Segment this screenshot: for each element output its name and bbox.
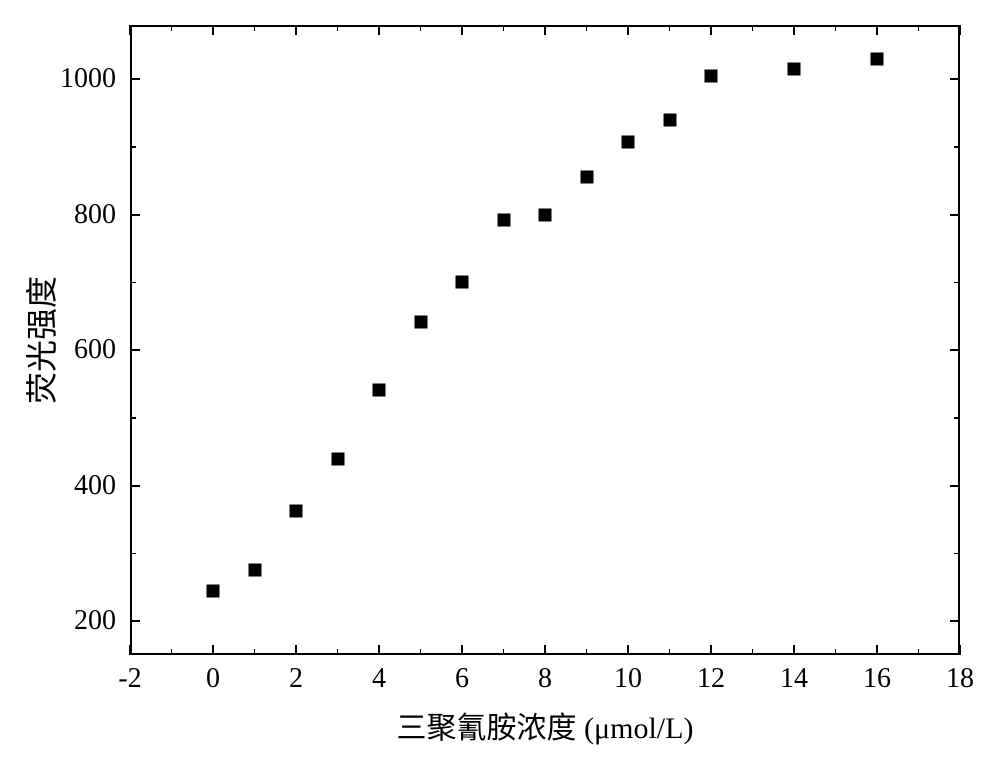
x-tick-label: -2 (118, 663, 141, 695)
tick-minor (586, 25, 588, 31)
tick-major (295, 645, 297, 655)
tick-major (959, 645, 961, 655)
tick-major (130, 214, 140, 216)
tick-minor (503, 25, 505, 31)
data-point (871, 52, 884, 65)
tick-major (544, 25, 546, 35)
data-point (663, 113, 676, 126)
tick-major (950, 349, 960, 351)
tick-minor (954, 417, 960, 419)
tick-major (876, 25, 878, 35)
data-point (290, 505, 303, 518)
tick-minor (171, 649, 173, 655)
tick-major (130, 620, 140, 622)
tick-minor (130, 146, 136, 148)
x-axis-title: 三聚氰胺浓度 (μmol/L) (397, 703, 694, 747)
tick-major (793, 25, 795, 35)
x-tick-label: 12 (697, 663, 725, 695)
tick-minor (954, 146, 960, 148)
tick-major (212, 645, 214, 655)
tick-minor (503, 649, 505, 655)
tick-minor (669, 25, 671, 31)
data-point (373, 384, 386, 397)
tick-minor (954, 282, 960, 284)
tick-major (627, 645, 629, 655)
data-point (580, 171, 593, 184)
axis-frame-line (958, 25, 960, 655)
y-tick-label: 400 (74, 470, 116, 502)
tick-major (130, 485, 140, 487)
x-tick-label: 0 (206, 663, 220, 695)
y-axis-title: 荧光强度 (17, 276, 63, 404)
tick-minor (337, 25, 339, 31)
tick-minor (254, 25, 256, 31)
x-tick-label: 10 (614, 663, 642, 695)
tick-major (461, 25, 463, 35)
y-tick-label: 600 (74, 334, 116, 366)
tick-minor (918, 649, 920, 655)
x-tick-label: 18 (946, 663, 974, 695)
tick-minor (752, 649, 754, 655)
axis-frame-line (130, 25, 132, 655)
tick-major (378, 645, 380, 655)
tick-major (378, 25, 380, 35)
tick-major (212, 25, 214, 35)
tick-major (950, 485, 960, 487)
data-point (788, 63, 801, 76)
data-point (248, 564, 261, 577)
tick-major (950, 620, 960, 622)
tick-minor (420, 649, 422, 655)
data-point (497, 214, 510, 227)
tick-minor (586, 649, 588, 655)
tick-minor (130, 553, 136, 555)
tick-major (710, 25, 712, 35)
tick-major (130, 78, 140, 80)
data-point (331, 452, 344, 465)
tick-major (959, 25, 961, 35)
y-tick-label: 800 (74, 199, 116, 231)
tick-minor (254, 649, 256, 655)
tick-minor (130, 417, 136, 419)
data-point (622, 135, 635, 148)
tick-major (950, 214, 960, 216)
x-tick-label: 6 (455, 663, 469, 695)
data-point (456, 276, 469, 289)
tick-major (710, 645, 712, 655)
tick-major (461, 645, 463, 655)
tick-major (295, 25, 297, 35)
tick-minor (954, 553, 960, 555)
tick-minor (130, 282, 136, 284)
data-point (414, 315, 427, 328)
tick-minor (918, 25, 920, 31)
tick-major (876, 645, 878, 655)
x-tick-label: 4 (372, 663, 386, 695)
x-tick-label: 16 (863, 663, 891, 695)
scatter-chart: 荧光强度 三聚氰胺浓度 (μmol/L) -2 0 2 4 6 8 10 12 14 16 18 20… (0, 0, 1000, 765)
data-point (705, 69, 718, 82)
tick-major (130, 349, 140, 351)
tick-major (627, 25, 629, 35)
tick-minor (171, 25, 173, 31)
tick-minor (752, 25, 754, 31)
plot-area (130, 25, 960, 655)
tick-major (544, 645, 546, 655)
tick-major (793, 645, 795, 655)
x-tick-label: 2 (289, 663, 303, 695)
tick-minor (337, 649, 339, 655)
tick-major (129, 25, 131, 35)
tick-minor (835, 649, 837, 655)
x-tick-label: 14 (780, 663, 808, 695)
y-tick-label: 1000 (60, 63, 116, 95)
tick-minor (420, 25, 422, 31)
data-point (207, 584, 220, 597)
y-tick-label: 200 (74, 605, 116, 637)
tick-major (950, 78, 960, 80)
data-point (539, 208, 552, 221)
tick-minor (669, 649, 671, 655)
x-tick-label: 8 (538, 663, 552, 695)
tick-minor (835, 25, 837, 31)
tick-major (129, 645, 131, 655)
